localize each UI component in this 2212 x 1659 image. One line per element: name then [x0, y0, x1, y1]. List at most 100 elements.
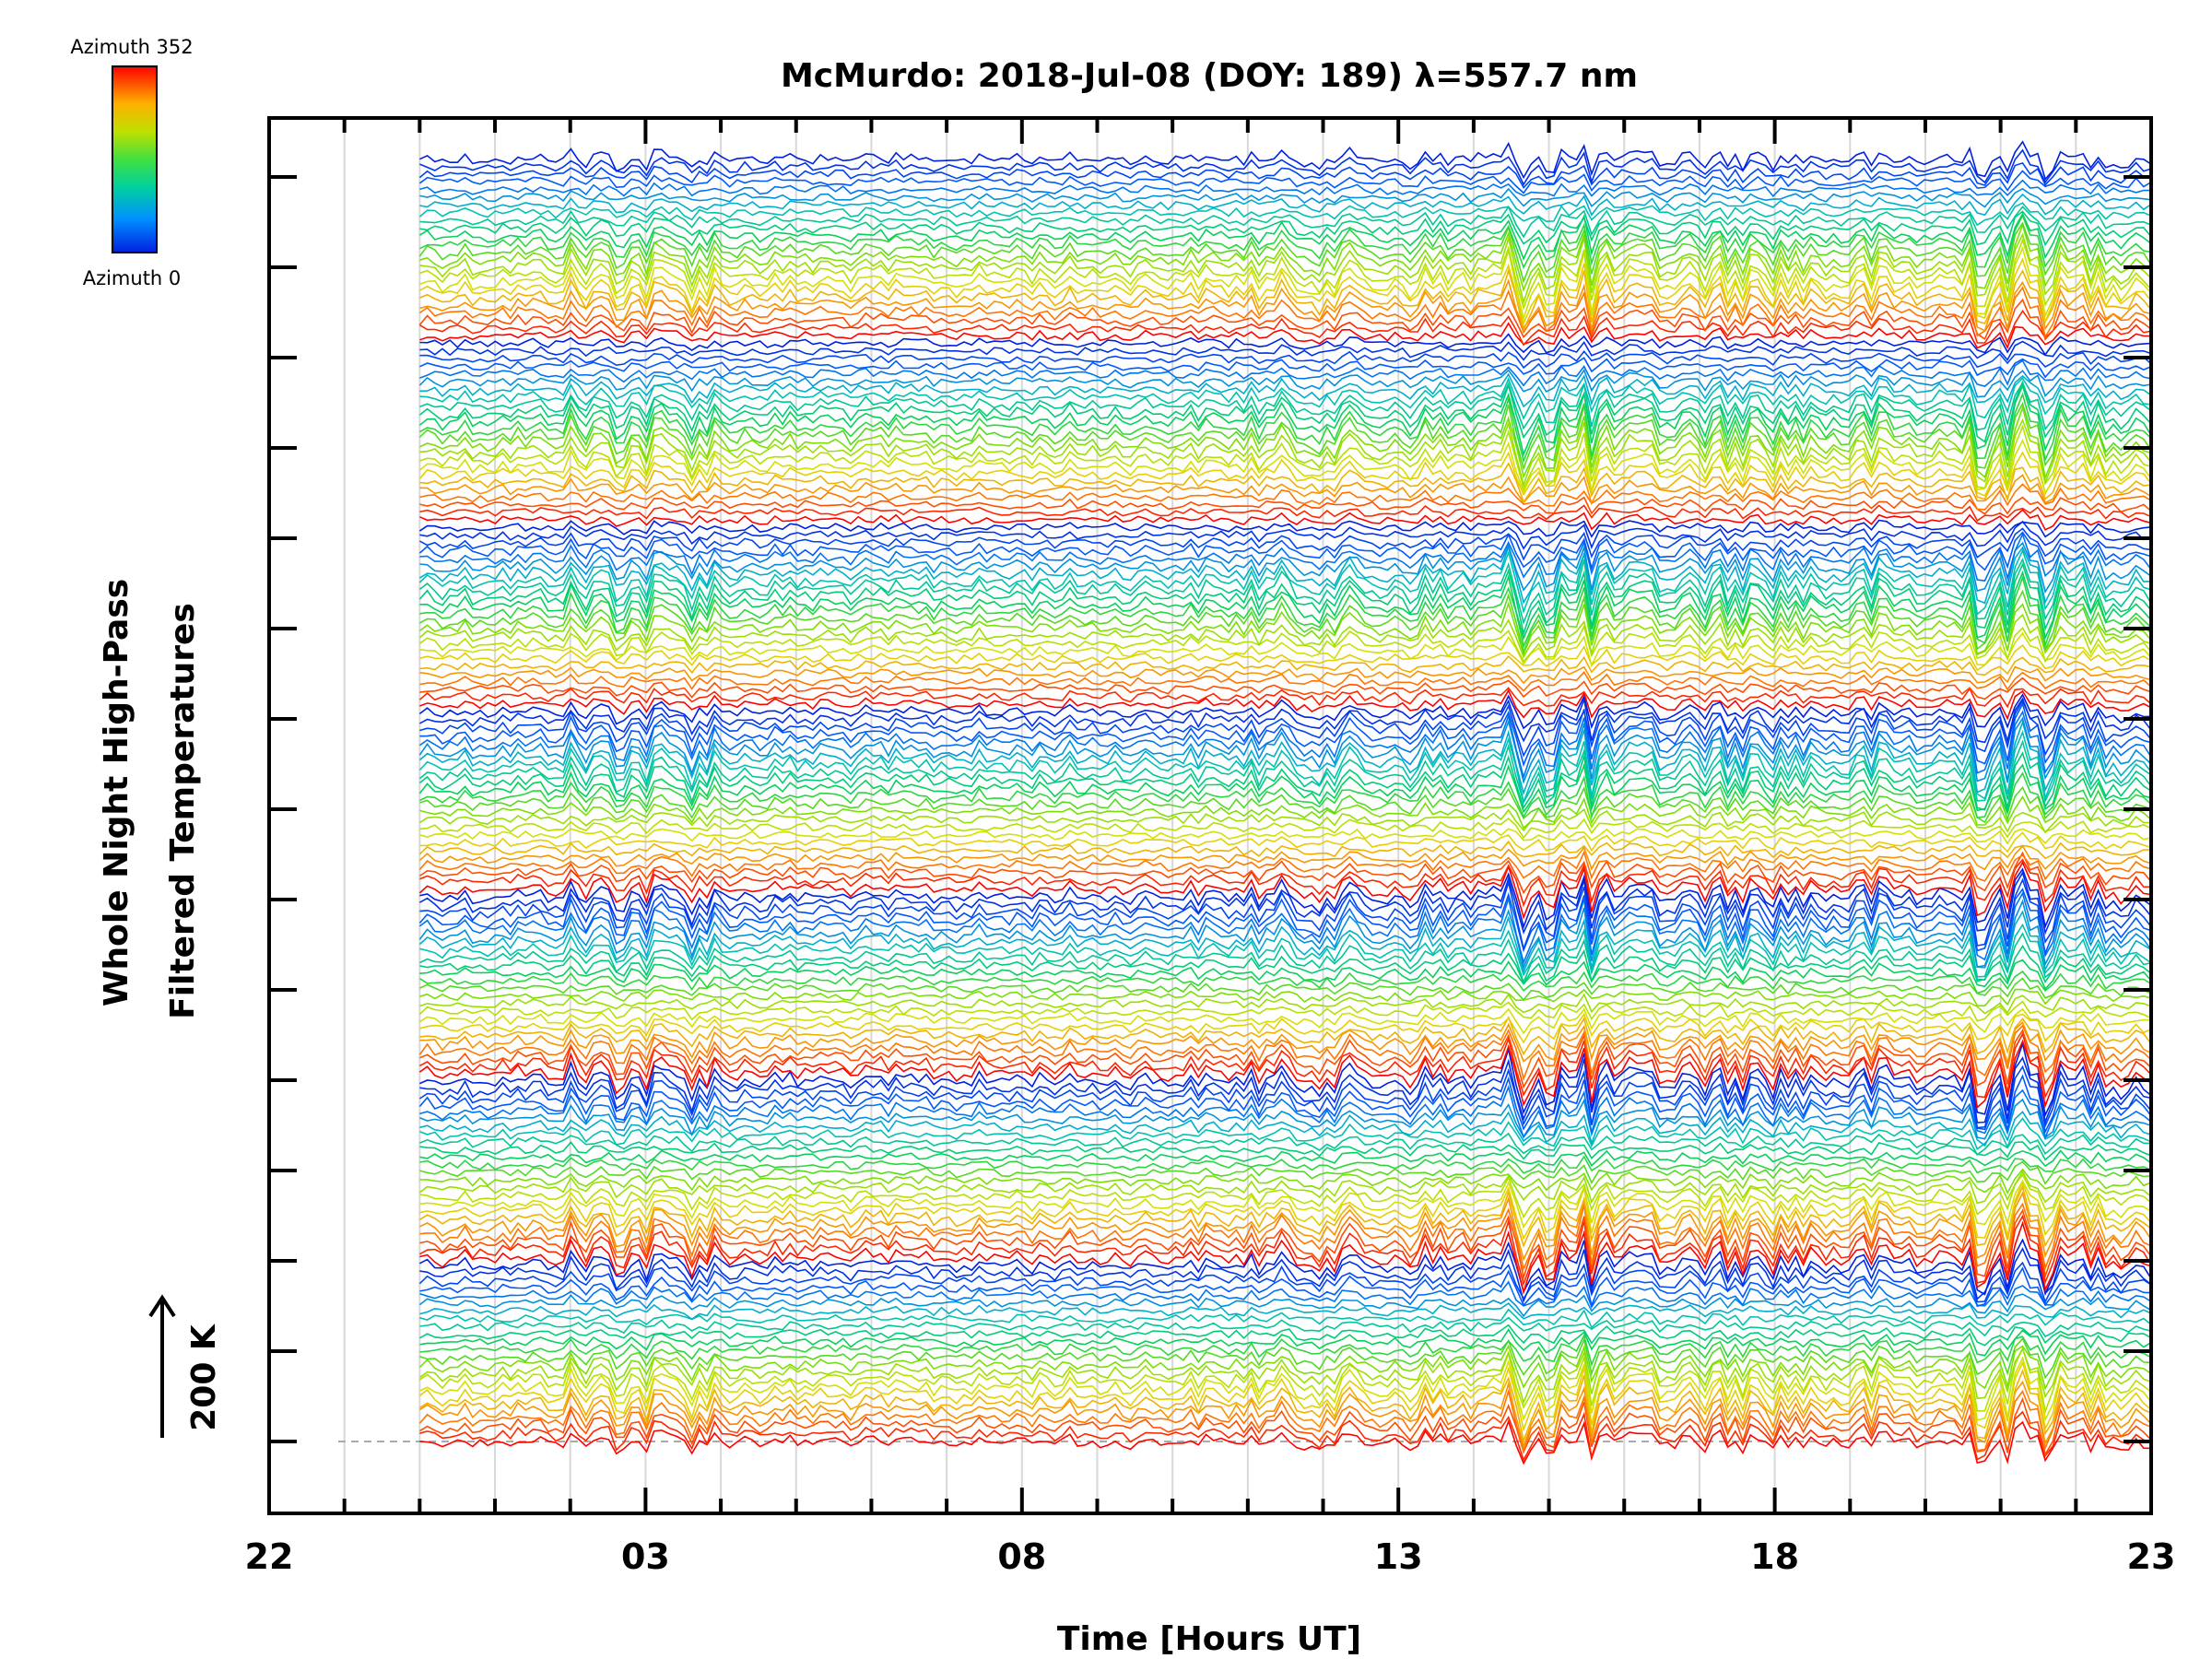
azimuth-trace	[419, 670, 2151, 692]
azimuth-trace	[419, 392, 2151, 464]
azimuth-trace	[419, 278, 2151, 332]
azimuth-trace	[418, 1074, 2151, 1135]
azimuth-trace	[419, 1149, 2151, 1168]
colorbar-min-label: Azimuth 0	[83, 267, 182, 289]
azimuth-trace	[418, 202, 2151, 227]
azimuth-trace	[419, 222, 2151, 292]
azimuth-trace	[419, 357, 2151, 379]
azimuth-trace	[418, 1007, 2151, 1035]
azimuth-trace	[419, 1418, 2151, 1465]
azimuth-trace	[419, 589, 2151, 654]
azimuth-trace	[419, 688, 2151, 721]
azimuth-trace	[419, 923, 2151, 978]
azimuth-trace	[419, 574, 2151, 649]
azimuth-trace	[418, 899, 2151, 971]
azimuth-trace	[418, 1039, 2151, 1110]
azimuth-trace	[419, 148, 2151, 186]
azimuth-trace	[419, 1410, 2151, 1463]
azimuth-trace	[418, 762, 2151, 814]
azimuth-trace	[418, 212, 2151, 261]
azimuth-trace	[418, 286, 2151, 339]
colorbar-gradient	[112, 65, 158, 253]
azimuth-trace	[419, 520, 2151, 550]
azimuth-trace	[418, 624, 2151, 664]
azimuth-trace	[418, 807, 2151, 834]
azimuth-trace	[418, 1344, 2151, 1391]
azimuth-trace	[419, 1280, 2151, 1309]
azimuth-trace	[418, 971, 2151, 994]
x-tick-label: 08	[997, 1536, 1046, 1577]
azimuth-trace	[418, 1347, 2151, 1406]
azimuth-trace	[418, 888, 2151, 957]
azimuth-trace	[419, 210, 2151, 247]
chart-title: McMurdo: 2018-Jul-08 (DOY: 189) λ=557.7 …	[781, 57, 1638, 95]
azimuth-trace	[419, 643, 2151, 672]
azimuth-trace	[419, 665, 2151, 685]
azimuth-trace	[418, 1360, 2151, 1432]
azimuth-trace	[418, 544, 2151, 605]
azimuth-trace	[419, 993, 2151, 1015]
scale-indicator: 200 K	[148, 1294, 223, 1438]
azimuth-trace	[419, 322, 2151, 349]
azimuth-trace	[419, 1168, 2151, 1195]
azimuth-trace	[419, 1266, 2151, 1308]
azimuth-trace	[419, 654, 2151, 677]
azimuth-trace	[419, 988, 2151, 1007]
azimuth-trace	[419, 1098, 2151, 1140]
azimuth-trace	[419, 1117, 2151, 1150]
azimuth-trace	[418, 309, 2151, 347]
azimuth-trace	[418, 1261, 2151, 1304]
x-tick-label: 18	[1750, 1536, 1799, 1577]
azimuth-trace	[419, 945, 2151, 985]
azimuth-trace	[419, 1056, 2151, 1125]
azimuth-trace	[418, 298, 2151, 341]
azimuth-trace	[419, 232, 2151, 305]
x-tick-labels: 22 03 08 13 18 23	[245, 1536, 2176, 1577]
azimuth-trace	[419, 1155, 2151, 1174]
scale-arrow-head	[148, 1294, 176, 1318]
azimuth-trace	[419, 696, 2151, 744]
azimuth-trace	[419, 870, 2151, 935]
azimuth-trace	[418, 719, 2151, 796]
azimuth-trace	[419, 377, 2151, 420]
azimuth-trace	[418, 170, 2151, 194]
azimuth-trace	[418, 1346, 2151, 1415]
azimuth-trace	[419, 795, 2151, 830]
azimuth-trace	[419, 333, 2151, 357]
azimuth-trace	[419, 140, 2151, 182]
azimuth-trace	[419, 932, 2151, 985]
azimuth-trace	[418, 221, 2151, 284]
azimuth-trace	[418, 531, 2151, 571]
azimuth-trace	[419, 771, 2151, 820]
azimuth-trace	[419, 462, 2151, 504]
azimuth-trace	[418, 730, 2151, 806]
azimuth-trace	[418, 693, 2151, 730]
azimuth-trace	[418, 558, 2151, 626]
azimuth-trace	[419, 179, 2151, 198]
azimuth-trace	[419, 1021, 2151, 1066]
azimuth-trace	[419, 631, 2151, 668]
y-axis-label-line1: Whole Night High-Pass	[98, 579, 135, 1006]
azimuth-trace	[419, 1031, 2151, 1100]
azimuth-trace	[419, 359, 2151, 387]
azimuth-trace	[419, 496, 2151, 515]
azimuth-trace	[419, 1356, 2151, 1422]
colorbar-max-label: Azimuth 352	[70, 36, 193, 58]
colorbar: Azimuth 352 Azimuth 0	[70, 36, 193, 289]
x-tick-label: 13	[1374, 1536, 1423, 1577]
azimuth-trace	[419, 1220, 2151, 1295]
azimuth-trace	[419, 424, 2151, 491]
azimuth-trace	[418, 1380, 2151, 1450]
azimuth-trace	[418, 710, 2151, 780]
azimuth-trace	[418, 1184, 2151, 1248]
azimuth-trace	[419, 193, 2151, 217]
azimuth-trace	[418, 739, 2151, 805]
azimuth-trace	[419, 867, 2151, 930]
azimuth-trace	[419, 1324, 2151, 1347]
azimuth-trace	[418, 1170, 2151, 1205]
azimuth-trace	[419, 187, 2151, 208]
azimuth-trace	[419, 1132, 2151, 1157]
azimuth-trace	[419, 532, 2151, 582]
azimuth-trace	[419, 405, 2151, 481]
azimuth-trace	[418, 1369, 2151, 1444]
